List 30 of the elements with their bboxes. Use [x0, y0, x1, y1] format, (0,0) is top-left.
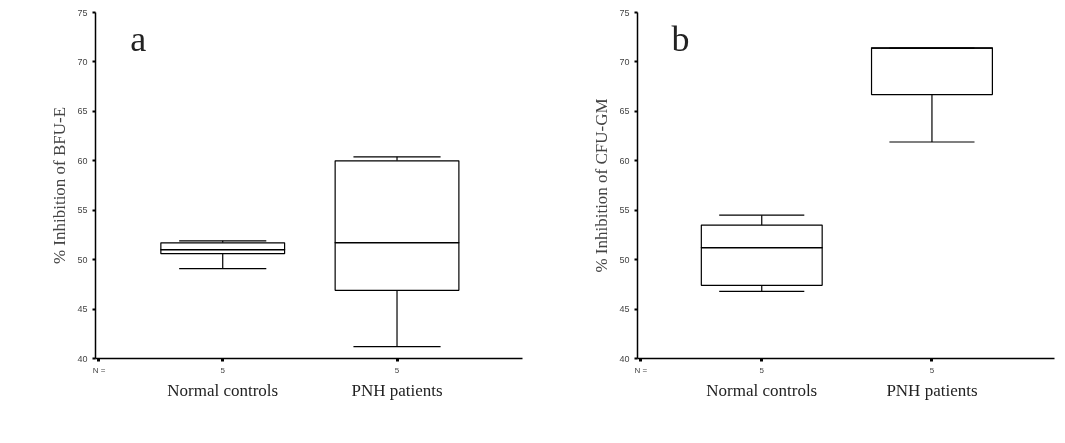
- y-tick-label: 70: [77, 56, 88, 67]
- y-tick-label: 45: [619, 304, 630, 315]
- text: 5: [394, 365, 400, 375]
- y-axis-title: % Inhibition of CFU-GM: [592, 98, 612, 273]
- x-tick-label: PNH patients: [351, 380, 443, 400]
- y-tick-label: 65: [77, 106, 88, 117]
- y-tick-label: 75: [619, 7, 630, 18]
- x-tick-label: Normal controls: [167, 380, 279, 400]
- y-tick-label: 40: [77, 353, 88, 364]
- y-tick-label: 50: [619, 254, 630, 265]
- text: N =: [92, 365, 106, 375]
- y-tick-label: 75: [77, 7, 88, 18]
- y-tick-label: 55: [77, 205, 88, 216]
- chart-title: b: [671, 19, 690, 60]
- y-tick-label: 45: [77, 304, 88, 315]
- y-tick-label: 65: [619, 106, 630, 117]
- y-tick-label: 60: [619, 155, 630, 166]
- chart-title: a: [130, 19, 147, 60]
- text: 5: [759, 365, 765, 375]
- text: 5: [929, 365, 935, 375]
- y-tick-label: 60: [77, 155, 88, 166]
- y-axis-title: % Inhibition of BFU-E: [50, 106, 70, 265]
- y-tick-label: 50: [77, 254, 88, 265]
- text: N =: [634, 365, 648, 375]
- y-tick-label: 70: [619, 56, 630, 67]
- y-tick-label: 55: [619, 205, 630, 216]
- x-tick-label: Normal controls: [706, 380, 818, 400]
- y-tick-label: 40: [619, 353, 630, 364]
- x-tick-label: PNH patients: [886, 380, 978, 400]
- text: 5: [220, 365, 226, 375]
